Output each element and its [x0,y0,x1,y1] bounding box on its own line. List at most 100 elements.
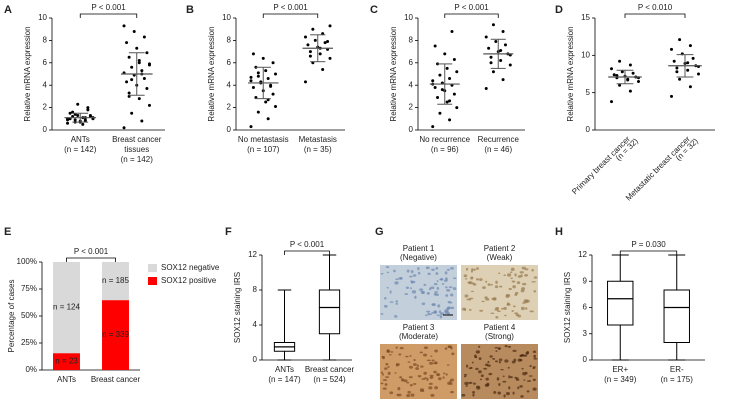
dot [491,70,495,74]
significance-label: P < 0.001 [273,3,308,12]
y-axis-label: SOX12 staining IRS [233,272,242,343]
tile-label: (Strong) [485,332,514,341]
dot [678,77,682,81]
cell [434,291,438,293]
cell [380,313,384,315]
dot [323,41,327,45]
x-tick-label: (n = 142) [64,145,97,154]
cell [417,375,422,378]
cell [407,390,411,394]
cell [464,278,468,280]
cell [395,300,399,303]
dot [670,47,673,51]
x-tick-label: No recurrence [419,135,470,144]
cell [524,307,528,310]
cell [472,390,476,394]
x-tick-label: (n = 46) [484,145,512,154]
dot [269,84,273,88]
dot [122,126,126,130]
legend-swatch [148,277,157,285]
dot [308,54,312,58]
cell [489,355,493,358]
cell [439,315,443,319]
cell [519,385,523,388]
x-tick-label: ANTs [71,135,90,144]
cell [526,380,532,382]
bar-segment [102,262,129,301]
cell [480,374,484,378]
legend-label: SOX12 negative [161,263,220,272]
cell [476,385,480,388]
dot [501,29,505,33]
cell [431,268,435,271]
cell [395,302,399,305]
cell [468,308,472,311]
cell [446,268,450,271]
cell [529,364,532,368]
cell [520,306,525,311]
cell [506,302,510,306]
significance-label: P < 0.001 [454,3,489,12]
cell [423,346,429,350]
panel-label: H [555,226,563,238]
cell [433,310,438,314]
dot [145,87,149,91]
cell [446,289,451,292]
cell [523,379,526,381]
significance-bracket [66,257,116,262]
tile-label: Patient 3 [403,323,435,332]
cell [487,360,490,364]
cell [504,359,509,363]
cell [446,364,450,366]
cell [465,385,468,387]
y-axis-label: Relative mRNA expression [566,26,575,121]
y-tick-label: 10 [404,13,413,22]
dot [675,70,679,74]
cell [410,393,415,397]
cell [435,272,439,275]
cell [525,351,529,355]
cell [384,367,388,370]
y-tick-label: 3 [583,329,588,338]
dot [491,23,495,27]
cell [421,302,426,306]
dot [438,73,442,77]
dot [137,61,141,65]
cell [495,350,498,352]
tile-label: Patient 4 [484,323,516,332]
cell [380,371,384,374]
bar-segment [53,262,80,354]
cell [508,287,512,291]
dot [306,43,310,47]
cell [472,268,476,271]
dot [66,118,70,122]
dot [147,103,151,107]
cell [439,312,445,316]
y-tick-label: 10 [222,13,231,22]
cell [386,286,389,289]
cell [436,373,441,377]
cell [505,392,510,396]
dot [256,110,260,114]
box [318,289,341,335]
cell [381,355,386,360]
dot [127,55,131,59]
cell [501,307,505,310]
sd-bar [616,69,634,85]
cell [380,273,384,275]
cell [472,393,475,397]
dot [127,91,131,95]
cell [430,355,433,357]
dot [688,85,692,89]
dot [249,79,253,83]
cell [524,273,529,277]
cell [517,386,520,390]
dot [68,111,72,115]
cell [435,293,439,297]
legend-swatch [148,264,157,272]
cell [409,275,413,278]
cell [465,364,469,368]
cell [450,390,454,394]
dot [678,38,682,42]
dot [76,102,80,106]
